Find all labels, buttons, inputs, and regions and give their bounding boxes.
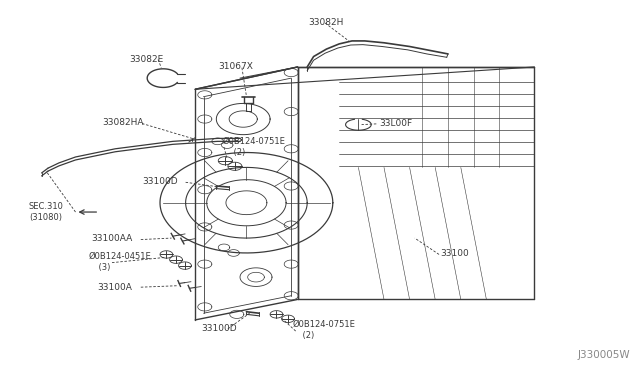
Text: 33082E: 33082E — [129, 55, 163, 64]
Text: SEC.310
(31080): SEC.310 (31080) — [29, 202, 63, 222]
Text: 33082H: 33082H — [308, 18, 344, 27]
Text: 31067X: 31067X — [218, 62, 253, 71]
Text: Ø0B124-0751E
    (2): Ø0B124-0751E (2) — [223, 137, 285, 157]
Text: Ø0B124-0451E
    (3): Ø0B124-0451E (3) — [88, 252, 151, 272]
Text: 33100D: 33100D — [142, 177, 178, 186]
Text: 33100: 33100 — [440, 249, 469, 258]
Text: 33100AA: 33100AA — [92, 234, 132, 243]
Text: 33082HA: 33082HA — [102, 118, 143, 127]
Text: J330005W: J330005W — [578, 350, 630, 360]
Text: 33L00F: 33L00F — [379, 119, 412, 128]
Text: 33100D: 33100D — [201, 324, 237, 333]
Text: 33100A: 33100A — [98, 283, 132, 292]
Text: Ø0B124-0751E
    (2): Ø0B124-0751E (2) — [292, 320, 355, 340]
